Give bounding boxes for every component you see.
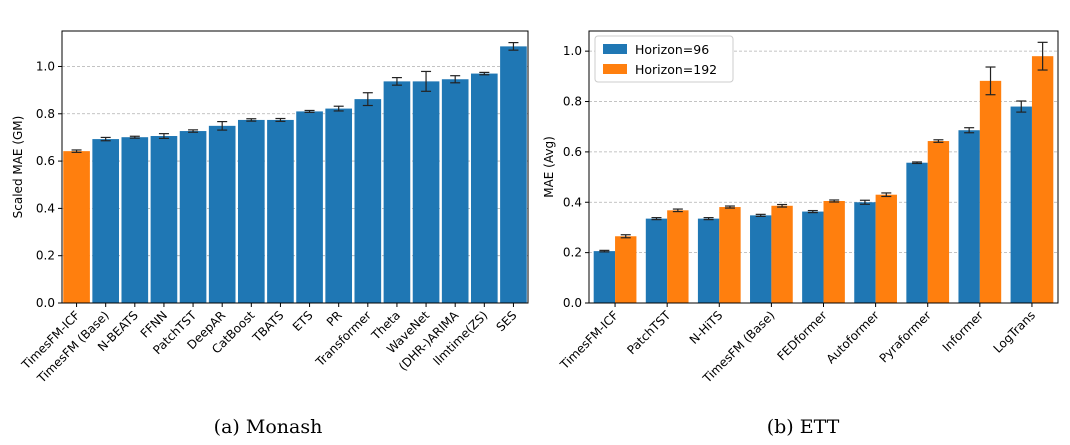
bar-ffnn	[150, 136, 178, 303]
bar-ses	[500, 46, 527, 304]
x-tick-label: Informer	[940, 308, 986, 354]
x-tick-label: SES	[494, 308, 520, 334]
horizon-96-bar-timesfm-base	[750, 215, 772, 303]
horizon-192-bar-informer	[979, 80, 1002, 303]
horizon-96-bar-n-hits	[697, 218, 720, 303]
x-tick-label: TimesFM-ICF	[557, 308, 621, 372]
bar-llmtime-zs	[470, 73, 498, 303]
plot-frame	[61, 30, 529, 304]
bar-n-beats	[121, 137, 149, 303]
bar-patchtst	[179, 131, 207, 303]
x-tick-label: Autoformer	[824, 308, 882, 366]
bar-deepar	[208, 125, 236, 303]
horizon-96-bar-fedformer	[802, 211, 824, 303]
y-axis-label: MAE (Avg)	[542, 136, 556, 198]
chart-caption: (b) ETT	[767, 416, 840, 438]
ett-chart: 0.0 0.2 0.4 0.6 0.8 1.0 TimesFM-ICF PatchTST N-H…	[542, 30, 1059, 438]
x-tick-label: FEDformer	[774, 308, 829, 363]
horizon-192-bar-pyraformer	[927, 141, 950, 303]
horizon-192-bar-timesfm-base	[771, 205, 793, 303]
y-tick-label: 0.6	[36, 154, 55, 168]
y-tick-label: 0.8	[36, 107, 55, 121]
y-tick-label: 0.2	[563, 246, 582, 260]
x-tick-label: LogTrans	[991, 308, 1038, 355]
y-tick-label: 1.0	[563, 44, 582, 58]
horizon-192-bar-autoformer	[875, 194, 897, 303]
y-tick-label: 0.4	[563, 195, 582, 209]
x-tick-label: PR	[324, 308, 345, 329]
horizon-96-bar-autoformer	[854, 202, 876, 303]
y-tick-label: 0.6	[563, 145, 582, 159]
horizon-192-bar-n-hits	[719, 207, 741, 303]
legend-label-horizon-192: Horizon=192	[635, 62, 717, 77]
horizon-192-bar-logtrans	[1031, 56, 1054, 304]
bar-tbats	[267, 119, 294, 303]
bar-ets	[296, 111, 323, 303]
legend-frame	[594, 35, 734, 83]
y-tick-label: 0.8	[563, 95, 582, 109]
horizon-192-bar-patchtst	[667, 210, 689, 303]
horizon-96-bar-informer	[958, 130, 980, 303]
x-tick-label: TBATS	[249, 308, 286, 345]
x-tick-label: PatchTST	[624, 308, 673, 357]
bar-timesfm-base	[92, 139, 120, 303]
bar-dhr-arima	[441, 79, 469, 304]
horizon-96-bar-pyraformer	[906, 162, 928, 303]
y-tick-label: 0.0	[563, 296, 582, 310]
bar-transformer	[354, 99, 382, 304]
horizon-96-bar-timesfm-icf	[593, 251, 616, 303]
legend-swatch-horizon-96	[603, 44, 627, 54]
bar-theta	[383, 81, 411, 304]
horizon-96-bar-logtrans	[1010, 106, 1032, 303]
x-tick-label: N-HiTS	[687, 308, 726, 347]
bar-timesfm-icf	[63, 151, 90, 303]
y-axis-label: Scaled MAE (GM)	[11, 116, 25, 219]
legend: Horizon=96 Horizon=192	[594, 35, 734, 83]
legend-swatch-horizon-192	[603, 64, 627, 74]
bar-wavenet	[412, 81, 440, 304]
bar-pr	[325, 108, 353, 303]
x-tick-label: ETS	[290, 308, 316, 334]
y-tick-label: 1.0	[36, 59, 55, 73]
horizon-192-bar-fedformer	[823, 201, 845, 303]
bar-catboost	[237, 119, 265, 303]
legend-label-horizon-96: Horizon=96	[635, 42, 709, 57]
chart-caption: (a) Monash	[214, 416, 323, 438]
x-tick-label: Pyraformer	[877, 308, 934, 365]
y-tick-label: 0.2	[36, 249, 55, 263]
horizon-192-bar-timesfm-icf	[615, 236, 637, 303]
y-tick-label: 0.0	[36, 296, 55, 310]
y-tick-label: 0.4	[36, 201, 55, 215]
horizon-96-bar-patchtst	[645, 218, 668, 303]
